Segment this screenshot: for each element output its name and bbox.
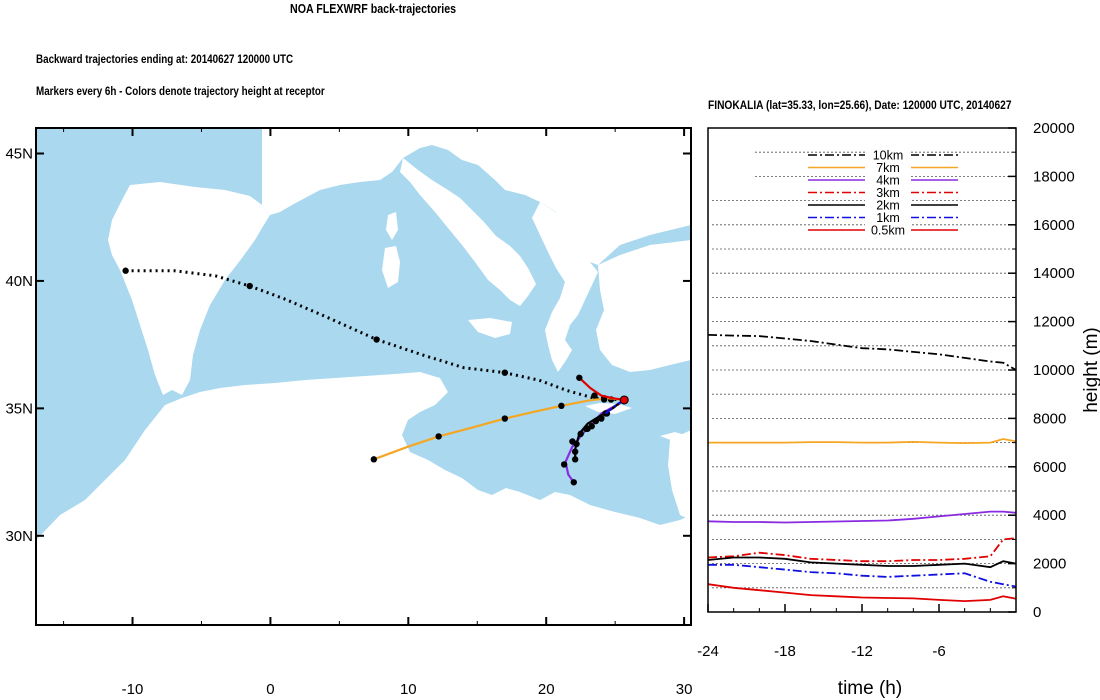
profile-line-3km	[707, 537, 1017, 563]
lat-tick-label: 40N	[5, 273, 33, 290]
profile-y-tick-label: 20000	[1033, 120, 1075, 137]
trajectory-marker-10km	[246, 282, 253, 290]
trajectory-marker-2km	[598, 415, 605, 422]
page-title: NOA FLEXWRF back-trajectories	[290, 1, 457, 16]
legend-label-0.5km: 0.5km	[871, 224, 905, 238]
trajectory-layer	[122, 267, 629, 486]
lon-tick-label: 20	[538, 681, 555, 698]
lat-tick-label: 45N	[5, 145, 33, 162]
profile-y-label: height (m)	[1081, 327, 1100, 413]
legend-label-bg	[865, 199, 911, 211]
trajectory-marker-10km	[122, 267, 129, 274]
profile-y-tick-label: 8000	[1033, 410, 1066, 427]
trajectory-marker-10km	[591, 392, 598, 399]
land-middle-east	[668, 430, 691, 520]
land-corsica	[386, 212, 398, 240]
land-sardinia	[382, 246, 400, 288]
land-north-africa	[36, 372, 691, 625]
profile-y-tick-label: 16000	[1033, 217, 1075, 234]
legend-label-bg	[865, 161, 911, 174]
profile-y-tick-label: 4000	[1033, 507, 1066, 524]
trajectory-marker-7km	[435, 433, 442, 440]
trajectory-marker-10km	[373, 336, 380, 343]
profile-y-tick-label: 0	[1033, 604, 1041, 621]
legend-label-4km: 4km	[876, 174, 900, 188]
legend-label-bg	[865, 174, 911, 186]
profile-y-tick-label: 18000	[1033, 168, 1075, 185]
map-frame	[35, 127, 692, 626]
trajectory-0.5km	[578, 376, 625, 401]
trajectory-marker-4km	[560, 461, 568, 468]
legend-label-bg	[865, 211, 911, 224]
profile-series	[707, 334, 1017, 603]
land-iberia	[108, 182, 270, 395]
lon-tick-label: -10	[122, 681, 144, 698]
lon-tick-label: 10	[400, 681, 417, 698]
profile-x-tick-label: -18	[774, 643, 796, 660]
land-balkans-greece	[532, 202, 598, 372]
profile-gridlines	[712, 151, 1016, 589]
profile-x-tick-label: -24	[697, 643, 719, 660]
subtitle-markers-note: Markers every 6h - Colors denote traject…	[36, 84, 325, 98]
profile-x-tick-label: -6	[932, 643, 945, 660]
trajectory-marker-7km	[600, 396, 608, 403]
trajectory-marker-2km	[571, 448, 579, 455]
map-axes: -10 0 10 20 30 45N 40N 35N 30N	[5, 128, 692, 698]
trajectory-marker-10km	[501, 369, 509, 376]
trajectory-marker-2km	[588, 423, 595, 430]
receptor-marker	[619, 395, 629, 405]
trajectory-marker-2km	[592, 417, 600, 425]
trajectory-7km	[373, 397, 625, 461]
profile-x-label: time (h)	[838, 678, 902, 699]
legend-label-3km: 3km	[876, 186, 900, 200]
legend-label-7km: 7km	[876, 161, 900, 175]
land-europe-north	[262, 128, 691, 265]
trajectory-marker-4km	[570, 479, 577, 486]
trajectory-marker-7km	[370, 456, 378, 463]
land-masses	[36, 128, 691, 625]
legend-label-10km: 10km	[873, 149, 904, 163]
profile-y-tick-label: 14000	[1033, 265, 1075, 282]
profile-y-tick-label: 2000	[1033, 556, 1066, 573]
legend-label-bg	[865, 149, 911, 161]
profile-line-2km	[707, 556, 1017, 569]
legend-label-bg	[865, 224, 911, 236]
profile-axes: 0 2000 4000 6000 8000 10000 12000 14000 16000 180…	[697, 120, 1075, 660]
subtitle-end-time: Backward trajectories ending at: 2014062…	[36, 52, 294, 66]
lon-tick-label: 30	[676, 681, 693, 698]
lat-tick-label: 30N	[5, 528, 33, 545]
land-sicily	[468, 318, 512, 338]
profile-y-tick-label: 10000	[1033, 362, 1075, 379]
profile-y-tick-label: 12000	[1033, 314, 1075, 331]
land-italy	[400, 158, 536, 306]
profile-line-7km	[708, 438, 1017, 445]
profile-line-1km	[708, 563, 1017, 588]
trajectory-marker-2km	[571, 456, 579, 463]
trajectory-marker-2km	[583, 425, 590, 432]
trajectory-10km	[125, 269, 625, 402]
profile-line-10km	[707, 334, 1017, 371]
trajectory-marker-7km	[558, 402, 565, 410]
trajectory-marker-0.5km	[576, 374, 583, 381]
lon-tick-label: 0	[266, 681, 274, 698]
legend-label-bg	[865, 186, 911, 199]
profile-y-tick-label: 6000	[1033, 459, 1066, 476]
land-canary-islands	[60, 600, 70, 614]
profile-title: FINOKALIA (lat=35.33, lon=25.66), Date: …	[708, 98, 1012, 112]
profile-line-0.5km	[707, 583, 1017, 603]
land-anatolia	[596, 240, 691, 372]
profile-line-4km	[707, 510, 1017, 524]
lat-tick-label: 35N	[5, 400, 33, 417]
trajectory-marker-7km	[501, 415, 509, 422]
profile-x-tick-label: -12	[851, 643, 873, 660]
legend-label-2km: 2km	[876, 199, 900, 213]
trajectory-marker-2km	[577, 430, 584, 438]
legend-label-1km: 1km	[876, 211, 900, 225]
trajectory-marker-2km	[573, 440, 580, 448]
